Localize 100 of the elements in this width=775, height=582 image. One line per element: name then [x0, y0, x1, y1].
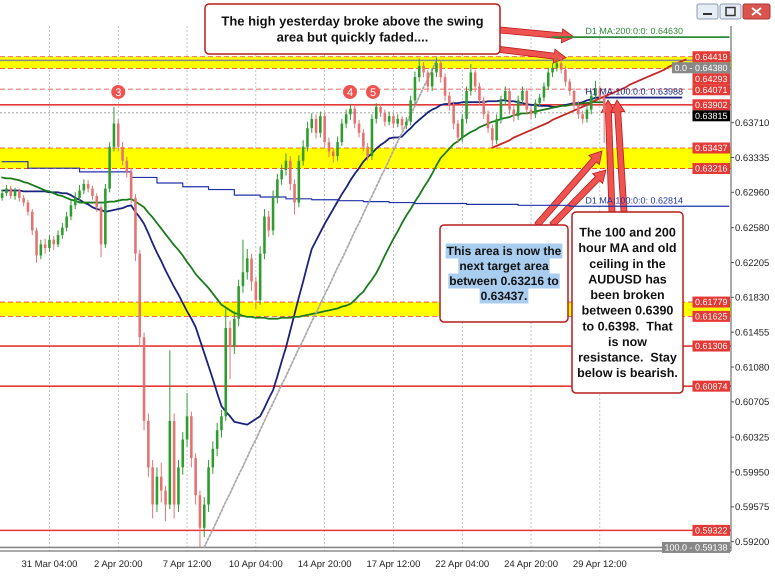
candlestick [164, 485, 167, 522]
candlestick [126, 156, 128, 178]
annotation: 0.0 - 0.64380 [674, 62, 728, 73]
candlestick [521, 86, 524, 106]
candlestick [14, 187, 16, 200]
candlestick [439, 60, 442, 84]
line-series [203, 59, 438, 548]
annotation: This area is now the next target area between 0.63216 to 0.63437. [446, 244, 562, 304]
candlestick [0, 189, 4, 202]
y-tick-label: 0.61080 [735, 362, 770, 374]
x-tick-label: 17 Apr 12:00 [366, 559, 420, 570]
candlestick [366, 142, 369, 162]
candlestick [396, 114, 400, 128]
candlestick [310, 112, 314, 134]
candlestick [577, 100, 580, 120]
ref-line-label: 0.61625 [694, 312, 728, 322]
candlestick [456, 119, 460, 144]
candlestick [186, 392, 188, 448]
candlestick [504, 86, 507, 106]
candlestick [349, 104, 352, 120]
candlestick [332, 147, 335, 164]
x-tick-label: 22 Apr 04:00 [435, 559, 490, 570]
y-tick-label: 0.63710 [735, 118, 770, 129]
candlestick [288, 156, 292, 191]
candlestick [212, 440, 214, 474]
ref-line-label: 0.63437 [694, 143, 728, 154]
candlestick [284, 152, 288, 176]
annotation: The high yesterday broke above the swing area but quickly faded.... [221, 13, 484, 45]
candlestick [91, 185, 94, 200]
candlestick [525, 88, 528, 115]
series-label: D1 MA:200:0:0: 0.64630 [585, 26, 683, 36]
ref-line-label: 0.64419 [694, 52, 728, 62]
x-tick-label: 24 Apr 20:00 [504, 559, 558, 570]
candlestick [74, 192, 77, 210]
candlestick [586, 104, 588, 124]
candlestick [405, 116, 408, 130]
candlestick [400, 116, 404, 131]
candlestick [474, 69, 476, 92]
candlestick [426, 69, 430, 92]
candlestick [500, 95, 502, 124]
candlestick [302, 140, 304, 166]
candlestick [388, 110, 390, 126]
candlestick [82, 178, 86, 195]
candlestick [9, 185, 12, 200]
y-tick-label: 0.60705 [735, 397, 770, 408]
candlestick [478, 82, 481, 106]
candlestick [250, 253, 253, 292]
annotation: 4 [346, 86, 354, 99]
candlestick [52, 236, 56, 250]
candlestick [358, 119, 360, 138]
y-tick-label: 0.61830 [735, 292, 770, 304]
candlestick [538, 93, 541, 108]
candlestick [220, 409, 223, 438]
candlestick [414, 71, 416, 106]
ref-line-label: 0.60874 [694, 381, 728, 392]
candlestick [254, 276, 258, 310]
candlestick [460, 114, 464, 143]
line-series [491, 58, 687, 149]
x-tick-label: 31 Mar 04:00 [21, 559, 78, 570]
candlestick [556, 58, 558, 72]
ref-line-label: 0.64071 [694, 84, 728, 95]
candlestick [435, 57, 438, 78]
candlestick [353, 105, 356, 129]
candlestick [65, 211, 68, 232]
candlestick [328, 137, 330, 158]
y-tick-label: 0.60325 [735, 432, 770, 444]
text: The 100 and 200 hour MA and old ceiling in the AUDUSD has been broken between 0.6390 to 0.6398. That is now resistance. Stay below is bearish. [577, 226, 678, 380]
candlestick [5, 184, 8, 197]
candlestick [512, 105, 516, 122]
candlestick [48, 234, 51, 252]
candlestick [581, 110, 584, 124]
candlestick [56, 230, 60, 248]
candlestick [486, 110, 490, 134]
candlestick [30, 208, 34, 236]
ref-line-label: 0.59322 [694, 526, 728, 536]
candlestick [112, 106, 116, 152]
candlestick [491, 124, 494, 148]
candlestick [319, 110, 322, 138]
x-tick-label: 14 Apr 20:00 [298, 559, 352, 570]
candlestick [44, 238, 46, 254]
candlestick [495, 114, 498, 145]
candlestick [379, 104, 382, 118]
annotation: 100.0 - 0.59138 [664, 542, 728, 553]
x-tick-label: 2 Apr 20:00 [94, 559, 143, 570]
candlestick [314, 114, 318, 139]
y-tick-label: 0.61455 [735, 328, 770, 338]
candlestick [564, 65, 567, 87]
candlestick [95, 192, 98, 212]
candlestick [293, 178, 296, 216]
candlestick [572, 88, 576, 110]
candlestick [121, 142, 124, 166]
candlestick [78, 184, 81, 202]
candlestick [452, 100, 455, 130]
x-tick-label: 7 Apr 12:00 [162, 559, 212, 570]
candlestick [551, 62, 554, 78]
candlestick [602, 93, 606, 144]
ref-line-label: 0.63815 [694, 110, 728, 121]
candlestick [22, 194, 25, 207]
candlestick [534, 98, 537, 118]
candlestick [40, 239, 42, 260]
